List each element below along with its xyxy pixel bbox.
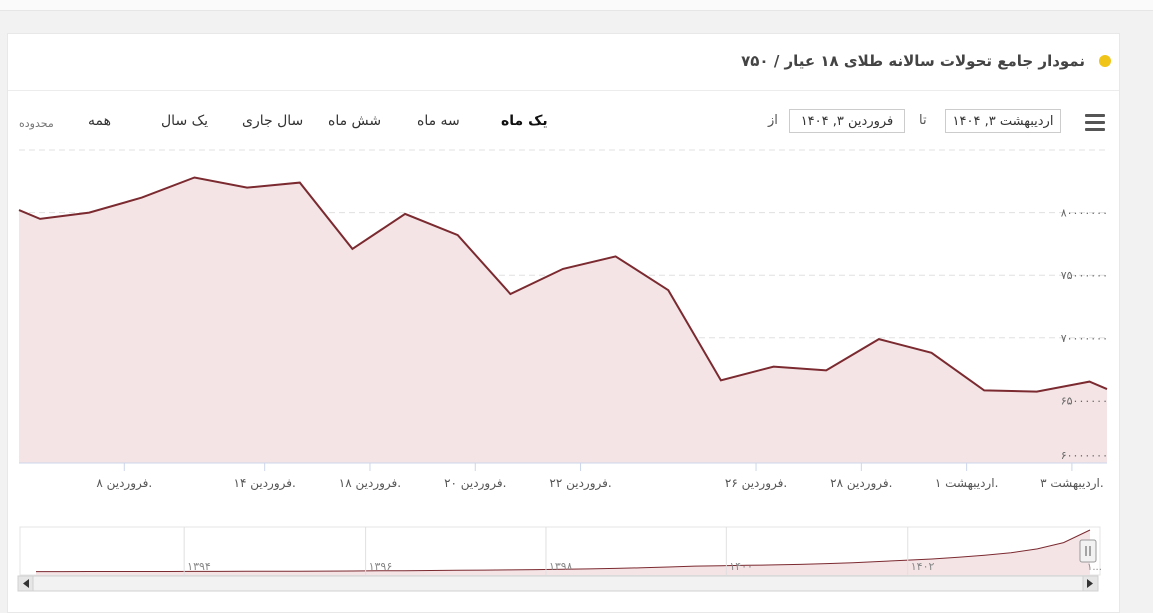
range-button-ytd[interactable]: سال جاری <box>242 113 304 129</box>
x-tick-label: فروردین ۲۸. <box>830 476 892 491</box>
range-label: محدوده <box>19 117 54 130</box>
navigator-end-label: ۱... <box>1087 562 1102 573</box>
x-tick-label: فروردین ۸. <box>96 476 152 491</box>
x-tick-label: فروردین ۲۲. <box>549 476 611 491</box>
navigator-label: ۱۳۹۸ <box>549 560 573 573</box>
hamburger-menu-icon[interactable] <box>1085 114 1105 131</box>
x-tick-label: فروردین ۱۸. <box>339 476 401 491</box>
x-tick-label: فروردین ۱۴. <box>234 476 296 491</box>
y-tick-label: ۶۵۰۰۰۰۰۰ <box>1061 394 1108 407</box>
range-button-1y[interactable]: یک سال <box>161 113 209 129</box>
y-tick-label: ۷۰۰۰۰۰۰۰ <box>1061 332 1108 345</box>
navigator-line <box>36 529 1091 573</box>
x-tick-label: فروردین ۲۶. <box>725 476 787 491</box>
series-line <box>18 176 1108 393</box>
y-tick-label: ۸۰۰۰۰۰۰۰ <box>1061 207 1108 220</box>
x-tick-label: فروردین ۲۰. <box>444 476 506 491</box>
from-date-input[interactable] <box>789 109 905 133</box>
navigator-label: ۱۳۹۶ <box>369 560 393 573</box>
navigator-label: ۱۴۰۲ <box>911 560 935 573</box>
chart-title: نمودار جامع تحولات سالانه طلای ۱۸ عیار /… <box>741 52 1085 70</box>
title-dot-icon <box>1099 55 1111 67</box>
range-button-6m[interactable]: شش ماه <box>328 113 382 129</box>
range-button-1m[interactable]: یک ماه <box>501 113 548 129</box>
from-label: از <box>768 113 778 128</box>
x-tick-label: اردیبهشت ۳. <box>1040 476 1104 491</box>
navigator-label: ۱۳۹۴ <box>187 560 211 573</box>
card-header: نمودار جامع تحولات سالانه طلای ۱۸ عیار /… <box>8 34 1119 91</box>
series-area <box>19 177 1107 463</box>
range-button-all[interactable]: همه <box>88 113 111 129</box>
to-date-input[interactable] <box>945 109 1061 133</box>
navigator-scrollbar <box>17 575 1099 592</box>
x-tick-label: اردیبهشت ۱. <box>935 476 999 491</box>
range-button-3m[interactable]: سه ماه <box>417 113 460 129</box>
y-axis-labels: ۶۵۰۰۰۰۰۰ ۷۰۰۰۰۰۰۰ ۷۵۰۰۰۰۰۰ ۸۰۰۰۰۰۰۰ ۶۰۰۰۰۰۰۰ <box>1061 207 1108 462</box>
y-tick-label: ۷۵۰۰۰۰۰۰ <box>1061 269 1108 282</box>
y-tick-label: ۶۰۰۰۰۰۰۰ <box>1061 449 1108 462</box>
scroll-left-arrow-icon <box>23 579 29 588</box>
navigator-handle <box>1079 539 1097 563</box>
navigator: ۱۳۹۴ ۱۳۹۶ ۱۳۹۸ ۱۴۰۰ ۱۴۰۲ ۱... <box>17 526 1102 592</box>
navigator-label: ۱۴۰۰ <box>729 560 753 573</box>
scroll-right-arrow-icon <box>1087 579 1093 588</box>
to-label: تا <box>919 113 927 128</box>
x-axis: فروردین ۸. فروردین ۱۴. فروردین ۱۸. فروردین … <box>19 462 1107 491</box>
top-strip <box>0 0 1153 11</box>
